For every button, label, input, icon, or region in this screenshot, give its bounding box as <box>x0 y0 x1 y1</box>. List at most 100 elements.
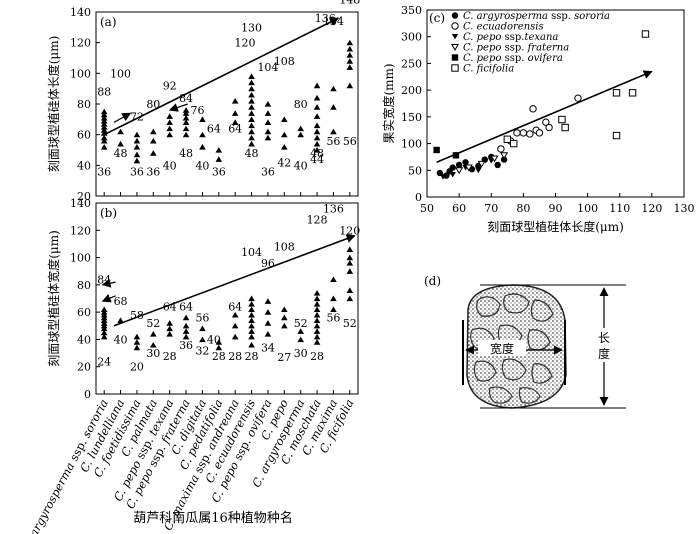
y-tick-label: 50 <box>408 164 422 177</box>
legend-marker <box>451 33 459 40</box>
data-point <box>248 110 255 116</box>
data-point <box>475 167 482 174</box>
data-point <box>612 89 621 97</box>
data-point <box>248 91 255 98</box>
data-point <box>248 140 255 147</box>
data-point <box>133 143 141 150</box>
data-label: 136 <box>315 12 336 25</box>
annotation-arrow <box>168 103 188 112</box>
data-point <box>248 122 255 129</box>
data-label: 36 <box>146 165 160 178</box>
data-point <box>100 114 108 121</box>
data-point <box>248 317 255 323</box>
data-point <box>346 51 354 58</box>
data-point <box>313 134 321 141</box>
data-point <box>313 140 321 147</box>
data-point <box>490 155 499 163</box>
data-point <box>535 129 544 137</box>
y-tick-label: 40 <box>77 333 91 346</box>
data-point <box>513 129 521 137</box>
data-point <box>248 104 255 110</box>
data-point <box>248 295 255 302</box>
data-point <box>330 104 337 110</box>
data-point <box>574 94 582 102</box>
data-point <box>455 167 464 175</box>
data-point <box>248 322 255 329</box>
data-label: 136 <box>323 202 344 215</box>
data-point <box>231 311 239 318</box>
data-point <box>248 73 255 80</box>
trend-arrow <box>436 70 653 164</box>
data-point <box>248 134 255 141</box>
data-point <box>526 130 534 138</box>
data-point <box>313 128 321 135</box>
data-label: 40 <box>207 333 221 346</box>
data-point <box>182 333 190 340</box>
legend-marker <box>450 43 460 51</box>
data-point <box>100 111 108 118</box>
data-point <box>231 322 239 329</box>
data-point <box>449 164 456 171</box>
data-point <box>330 295 337 302</box>
data-point <box>281 116 288 122</box>
data-point <box>100 333 108 340</box>
data-point <box>215 344 223 351</box>
data-label: 108 <box>274 241 295 254</box>
data-point <box>346 268 354 274</box>
data-point <box>117 128 124 135</box>
data-label: 36 <box>130 165 144 178</box>
data-point <box>248 128 255 135</box>
data-point <box>100 108 108 115</box>
panel-c: 50 60 70 80 90 100 110 120 130050100150200250300… <box>381 4 695 234</box>
data-label: 34 <box>261 342 275 355</box>
data-point <box>313 104 321 110</box>
data-label: 36 <box>179 339 193 352</box>
data-point <box>612 131 621 140</box>
data-point <box>281 131 288 138</box>
data-label: 104 <box>257 61 278 74</box>
data-point <box>264 110 272 116</box>
data-point <box>313 306 321 313</box>
data-point <box>248 328 255 334</box>
data-point <box>199 336 206 343</box>
data-label: 28 <box>245 350 259 363</box>
data-point <box>248 79 255 86</box>
legend-entry: C. pepo ssp. fraterna <box>463 43 569 54</box>
length-label: 长度 <box>598 331 610 361</box>
data-point <box>503 135 512 143</box>
x-tick-label: 130 <box>674 202 695 215</box>
data-point <box>439 174 447 180</box>
data-label: 58 <box>130 309 144 322</box>
x-axis-label: 刻面球型植硅体长度(μm) <box>487 219 624 234</box>
panel-b: 0 20 40 60 80 100 120 140 (b) 刻面球型植硅体宽度(μm) 84 24 68… <box>46 197 360 401</box>
data-point <box>231 97 239 104</box>
y-tick-label: 0 <box>415 191 422 204</box>
data-label: 72 <box>130 110 144 123</box>
x-tick-label: 80 <box>516 202 530 215</box>
data-point <box>313 339 321 345</box>
data-point <box>199 325 206 332</box>
y-tick-label: 60 <box>77 306 91 319</box>
data-label: 48 <box>114 147 128 160</box>
data-point <box>150 137 157 144</box>
data-point <box>313 82 321 89</box>
data-point <box>100 120 108 127</box>
data-point <box>215 339 223 345</box>
data-label: 48 <box>310 147 324 160</box>
data-point <box>199 116 206 122</box>
data-label: 96 <box>261 257 275 270</box>
length-measure: 长度 <box>480 284 626 409</box>
data-label: 64 <box>207 123 221 136</box>
data-label: 64 <box>163 301 177 314</box>
legend-marker <box>451 54 459 61</box>
data-point <box>264 119 272 126</box>
data-point <box>346 82 354 89</box>
data-point <box>529 105 537 113</box>
data-point <box>100 143 108 150</box>
data-label: 20 <box>130 361 144 374</box>
data-point <box>346 254 354 261</box>
data-point <box>133 131 141 138</box>
legend-entry: C. ficifolia <box>463 64 514 75</box>
data-point <box>558 115 566 124</box>
